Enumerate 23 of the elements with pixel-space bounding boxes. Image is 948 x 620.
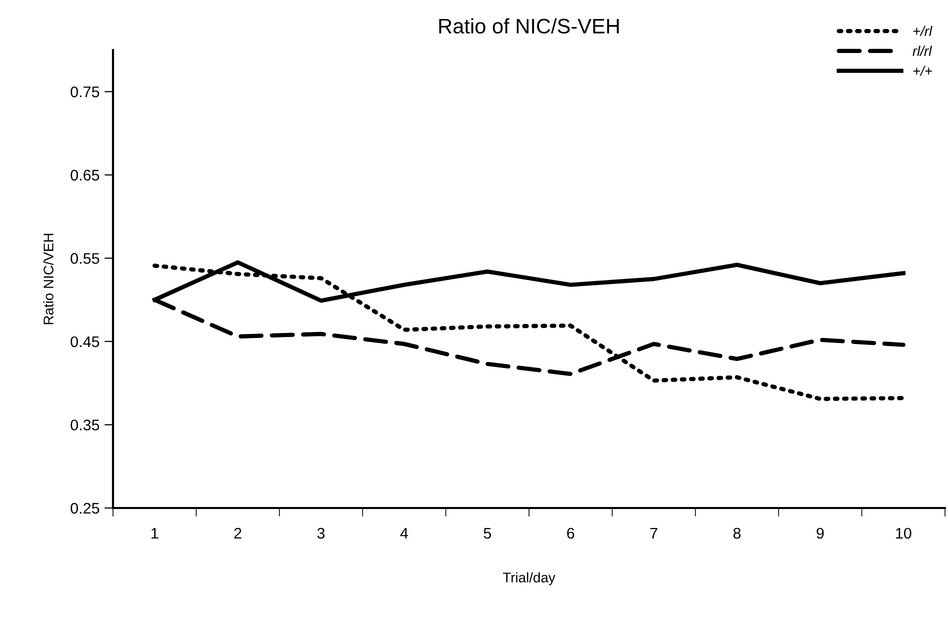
x-tick-label: 4 <box>400 528 408 539</box>
x-tick-label: 5 <box>484 528 492 539</box>
x-tick-label: 8 <box>733 528 741 539</box>
legend-label: +/rl <box>913 26 932 36</box>
line-series <box>152 264 906 401</box>
y-tick-label: 0.65 <box>70 170 100 181</box>
y-tick-label: 0.35 <box>70 420 100 430</box>
y-tick-label: 0.75 <box>70 86 100 98</box>
x-tick-label: 1 <box>152 528 158 539</box>
x-tick-label: 6 <box>567 528 574 539</box>
legend-label: rl/rl <box>912 46 932 56</box>
x-tick-label: 2 <box>234 528 242 539</box>
y-axis-title: Ratio NIC/VEH <box>43 234 54 324</box>
x-tick-label: 10 <box>896 528 912 539</box>
chart-title: Ratio of NIC/S-VEH <box>439 18 619 34</box>
x-tick-label: 9 <box>816 528 824 539</box>
x-tick-label: 3 <box>317 528 325 539</box>
x-tick-label: 7 <box>650 528 658 539</box>
y-tick-label: 0.45 <box>70 336 100 348</box>
x-axis-title: Trial/day <box>502 572 556 586</box>
legend-label: +/+ <box>913 66 932 76</box>
y-tick-label: 0.55 <box>70 253 100 264</box>
y-tick-label: 0.25 <box>70 502 100 514</box>
